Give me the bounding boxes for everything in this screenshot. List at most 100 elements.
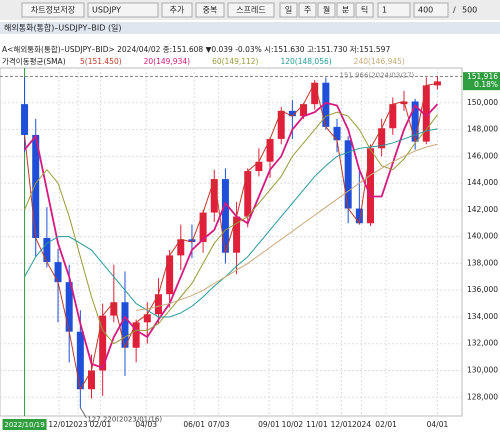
y-tick-label: 128,000 (467, 392, 498, 401)
legend-entry: 120(148,056) (280, 57, 331, 66)
overlap-label[interactable]: 중복 (203, 6, 218, 15)
period-button[interactable] (279, 2, 298, 18)
x-tick-label: 12/01 (331, 420, 353, 429)
candle-body (54, 262, 62, 283)
candle-body (366, 148, 374, 224)
candle-body (322, 82, 330, 127)
ma-line (136, 143, 438, 311)
indicator-name: 가격이동평균(SMA) (2, 56, 66, 66)
plot-frame (0, 67, 463, 417)
candle-body (32, 134, 40, 238)
x-tick-label: 02/01 (375, 420, 397, 429)
ma-line (24, 128, 438, 318)
candle-body (266, 138, 274, 162)
y-tick-label: 130,000 (467, 365, 498, 374)
symbol-box[interactable] (87, 2, 159, 18)
candle-body (76, 331, 84, 390)
window-title: 해외통화(통합)–USDJPY–BID (일) (4, 23, 122, 33)
ma-line (23, 101, 439, 369)
legend-entry: 240(146,945) (354, 57, 405, 66)
legend-entry: 20(149,934) (144, 57, 190, 66)
x-tick-label: 2024 (352, 420, 371, 429)
candle-body (422, 85, 430, 142)
candle-body (433, 81, 441, 86)
x-tick-label: 02/01 (90, 420, 112, 429)
candle-body (244, 171, 252, 217)
ma-line (24, 111, 438, 345)
add-button[interactable] (161, 2, 193, 18)
last-price-box (463, 72, 500, 91)
y-tick-label: 148,000 (467, 125, 498, 134)
candle-body (199, 212, 207, 242)
x-tick-label: 09/01 (258, 420, 280, 429)
crosshair-label: 2022/10/19 (4, 421, 44, 429)
period-label[interactable]: 주 (304, 6, 311, 15)
candle-body (166, 255, 174, 295)
period-label[interactable]: 분 (342, 6, 349, 15)
candle-body (344, 140, 352, 209)
save-button[interactable] (21, 2, 85, 18)
y-tick-label: 150,000 (467, 98, 498, 107)
symbol[interactable]: USDJPY (92, 6, 121, 15)
period-label[interactable]: 월 (323, 5, 330, 15)
y-tick-label: 142,000 (467, 205, 498, 214)
x-tick-label: 04/03 (135, 420, 157, 429)
candle-body (99, 315, 107, 371)
period-button[interactable] (355, 2, 374, 18)
candle-body (311, 82, 319, 105)
y-tick-label: 132,000 (467, 339, 498, 348)
y-tick-label: 144,000 (467, 178, 498, 187)
crosshair-box (2, 419, 47, 430)
save-label[interactable]: 차트정보저장 (31, 5, 76, 15)
y-tick-label: 134,000 (467, 312, 498, 321)
candle-body (65, 282, 73, 332)
candle-body (21, 104, 29, 135)
candle-body (378, 128, 386, 149)
info-line: A<해외통화(통합)–USDJPY–BID> 2024/04/02 종:151.… (2, 44, 390, 54)
spread-button[interactable] (227, 2, 275, 18)
candle-body (288, 110, 296, 117)
x-tick-label: 2023 (69, 420, 88, 429)
candle-body (43, 237, 51, 263)
last-price: 151,916 (467, 72, 498, 81)
add-label[interactable]: 추가 (170, 6, 185, 15)
separator: / (453, 6, 456, 15)
count[interactable]: 400 (418, 6, 433, 15)
ma-line (24, 81, 438, 391)
interval-box[interactable] (377, 2, 411, 18)
candle-body (121, 302, 129, 348)
period-label[interactable]: 일 (285, 6, 292, 15)
overlap-button[interactable] (195, 2, 225, 18)
candle-body (389, 104, 397, 129)
period-button[interactable] (317, 2, 336, 18)
y-tick-label: 140,000 (467, 232, 498, 241)
max-count: 500 (462, 6, 477, 15)
period-button[interactable] (298, 2, 317, 18)
period-label[interactable]: 틱 (361, 5, 368, 15)
interval[interactable]: 1 (382, 6, 387, 15)
candle-body (110, 302, 118, 316)
candle-body (132, 322, 140, 348)
period-button[interactable] (336, 2, 355, 18)
x-tick-label: 10/02 (282, 420, 304, 429)
y-tick-label: 138,000 (467, 258, 498, 267)
spread-label[interactable]: 스프레드 (236, 6, 265, 15)
candle-body (277, 110, 285, 139)
x-tick-label: 04/01 (427, 420, 449, 429)
candle-body (233, 216, 241, 253)
low-label: 127.220(2023/01/16) (87, 416, 162, 424)
candle-body (255, 161, 263, 172)
x-tick-label: 06/01 (183, 420, 205, 429)
legend-entry: 60(149,112) (212, 57, 258, 66)
x-tick-label: 07/03 (208, 420, 230, 429)
y-tick-label: 136,000 (467, 285, 498, 294)
candle-body (210, 179, 218, 213)
candle-body (300, 104, 308, 117)
count-box[interactable] (413, 2, 449, 18)
candle-body (221, 179, 229, 253)
candle-body (143, 314, 151, 323)
candle-body (333, 126, 341, 141)
high-label: 151.966(2024/03/27) (340, 71, 415, 79)
